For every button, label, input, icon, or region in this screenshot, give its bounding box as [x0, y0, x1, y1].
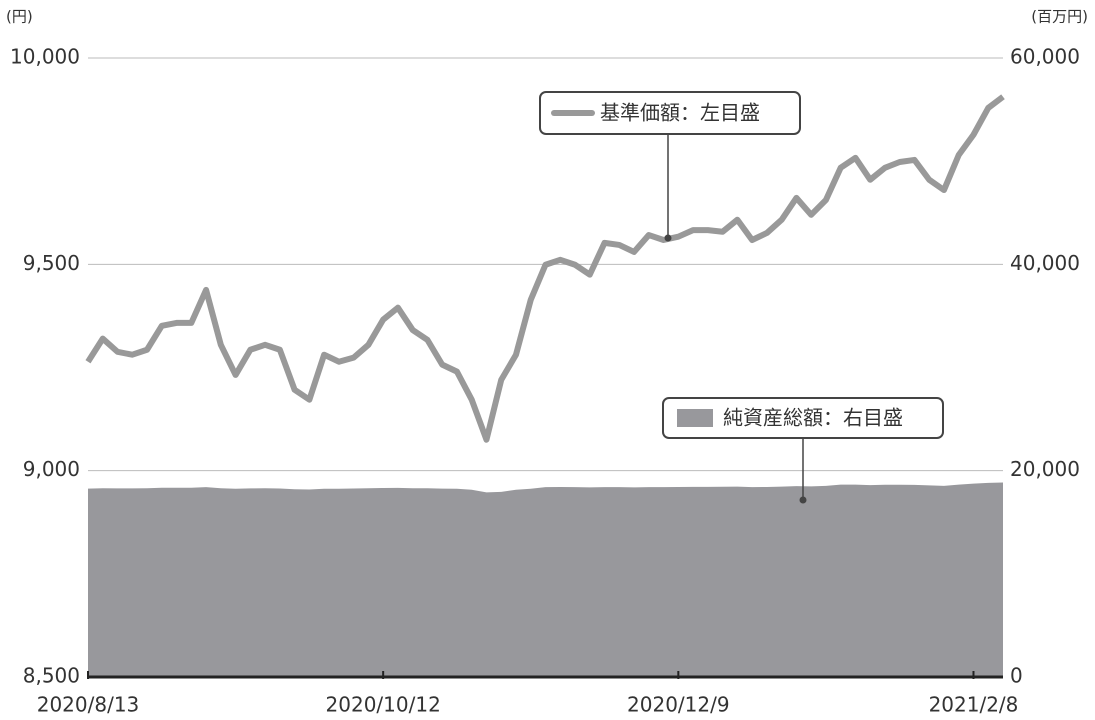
- legend-label: 基準価額：左目盛: [600, 101, 760, 125]
- y2-tick-label: 40,000: [1010, 251, 1080, 275]
- y-tick-label: 9,000: [23, 457, 80, 481]
- legend-label: 純資産総額：右目盛: [723, 406, 903, 430]
- y-tick-label: 9,500: [23, 251, 80, 275]
- x-tick-label: 2020/8/13: [37, 693, 140, 717]
- x-tick-label: 2020/10/12: [326, 693, 441, 717]
- leader-dot: [799, 496, 807, 504]
- legend-box: [662, 397, 944, 439]
- y2-tick-label: 60,000: [1010, 45, 1080, 69]
- leader-dot: [664, 234, 672, 242]
- legend-box: [539, 91, 801, 135]
- legend-swatch: [677, 409, 713, 427]
- line: [85, 94, 1005, 443]
- y-tick-label: 10,000: [10, 45, 80, 69]
- y-tick-label: 8,500: [23, 664, 80, 688]
- x-tick-label: 2020/12/9: [627, 693, 730, 717]
- y2-tick-label: 0: [1010, 664, 1023, 688]
- area: [88, 482, 1003, 677]
- y-unit-label: (円): [6, 8, 33, 26]
- y2-tick-label: 20,000: [1010, 457, 1080, 481]
- x-tick-label: 2021/2/8: [929, 693, 1019, 717]
- y2-unit-label: (百万円): [1031, 8, 1088, 26]
